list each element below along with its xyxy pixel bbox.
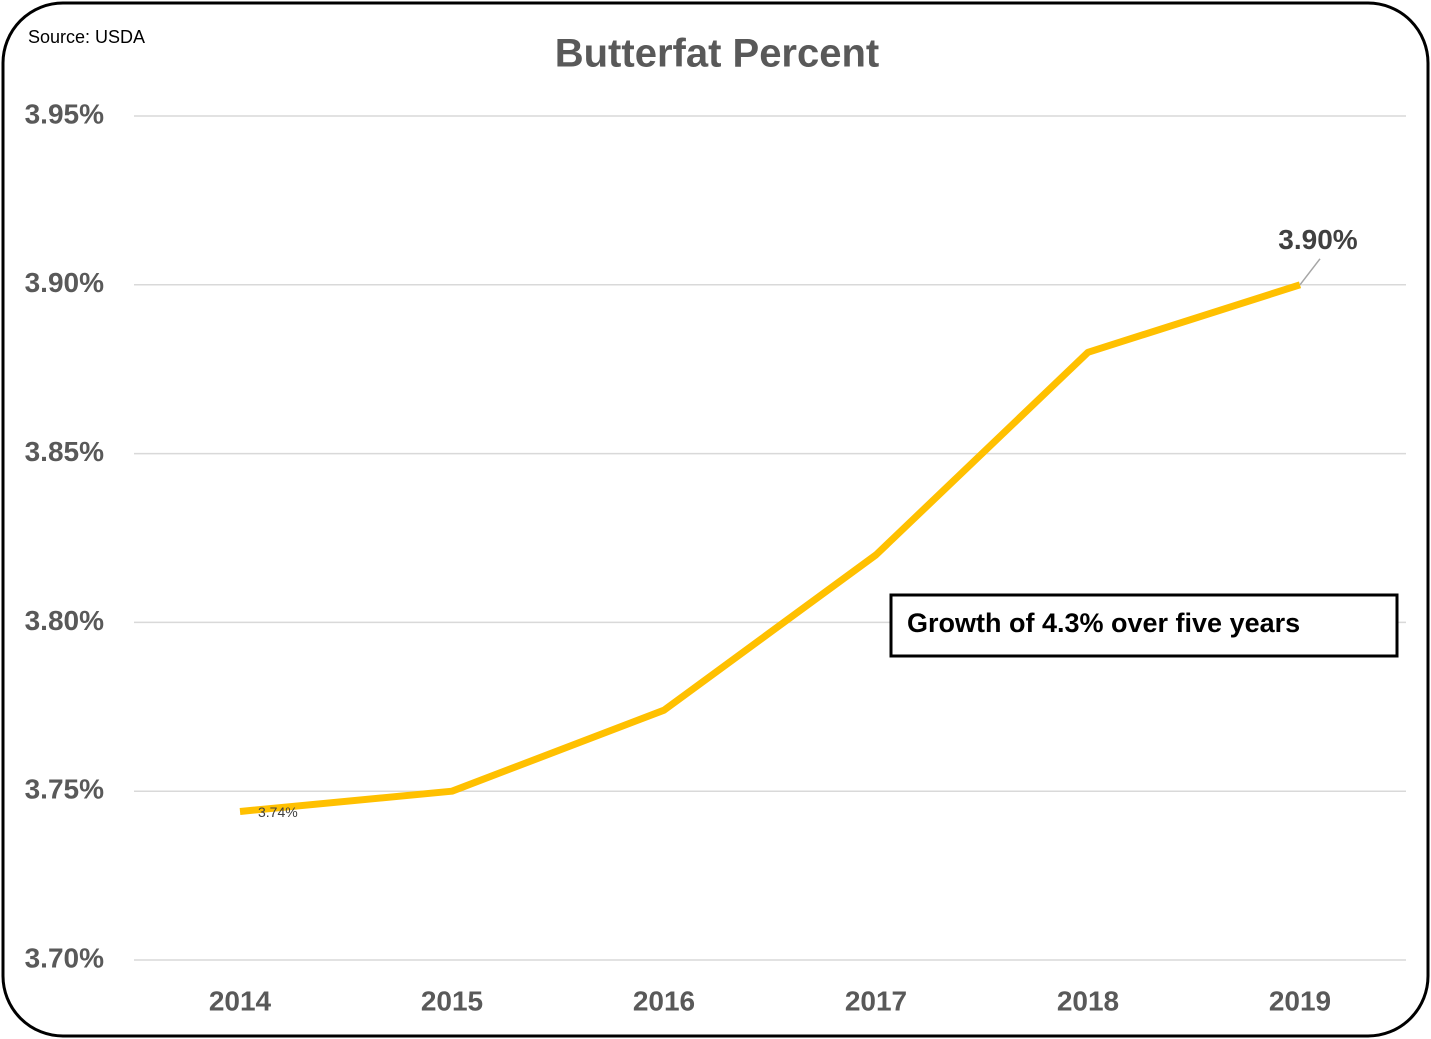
x-tick-label: 2014 xyxy=(209,985,272,1016)
x-tick-label: 2018 xyxy=(1057,985,1119,1016)
y-tick-label: 3.95% xyxy=(25,98,104,129)
plot-area: 3.70% 3.75% 3.80% 3.85% 3.90% 3.95% 2014 2015 20… xyxy=(25,98,1406,1016)
data-label: 3.90% xyxy=(1278,224,1357,255)
x-tick-label: 2016 xyxy=(633,985,695,1016)
label-leader xyxy=(1299,258,1321,286)
data-label: 3.74% xyxy=(258,804,298,820)
y-tick-label: 3.75% xyxy=(25,774,104,805)
annotation: Growth of 4.3% over five years xyxy=(907,608,1300,638)
x-tick-label: 2017 xyxy=(845,985,907,1016)
chart-title: Butterfat Percent xyxy=(555,32,880,76)
y-tick-label: 3.70% xyxy=(25,942,104,973)
x-tick-label: 2015 xyxy=(421,985,483,1016)
annotation-box xyxy=(889,593,1399,658)
y-tick-label: 3.85% xyxy=(25,436,104,467)
y-tick-label: 3.80% xyxy=(25,605,104,636)
source-note: Source: USDA xyxy=(28,27,145,47)
y-tick-label: 3.90% xyxy=(25,267,104,298)
x-tick-label: 2019 xyxy=(1269,985,1331,1016)
data-line xyxy=(239,281,1302,815)
